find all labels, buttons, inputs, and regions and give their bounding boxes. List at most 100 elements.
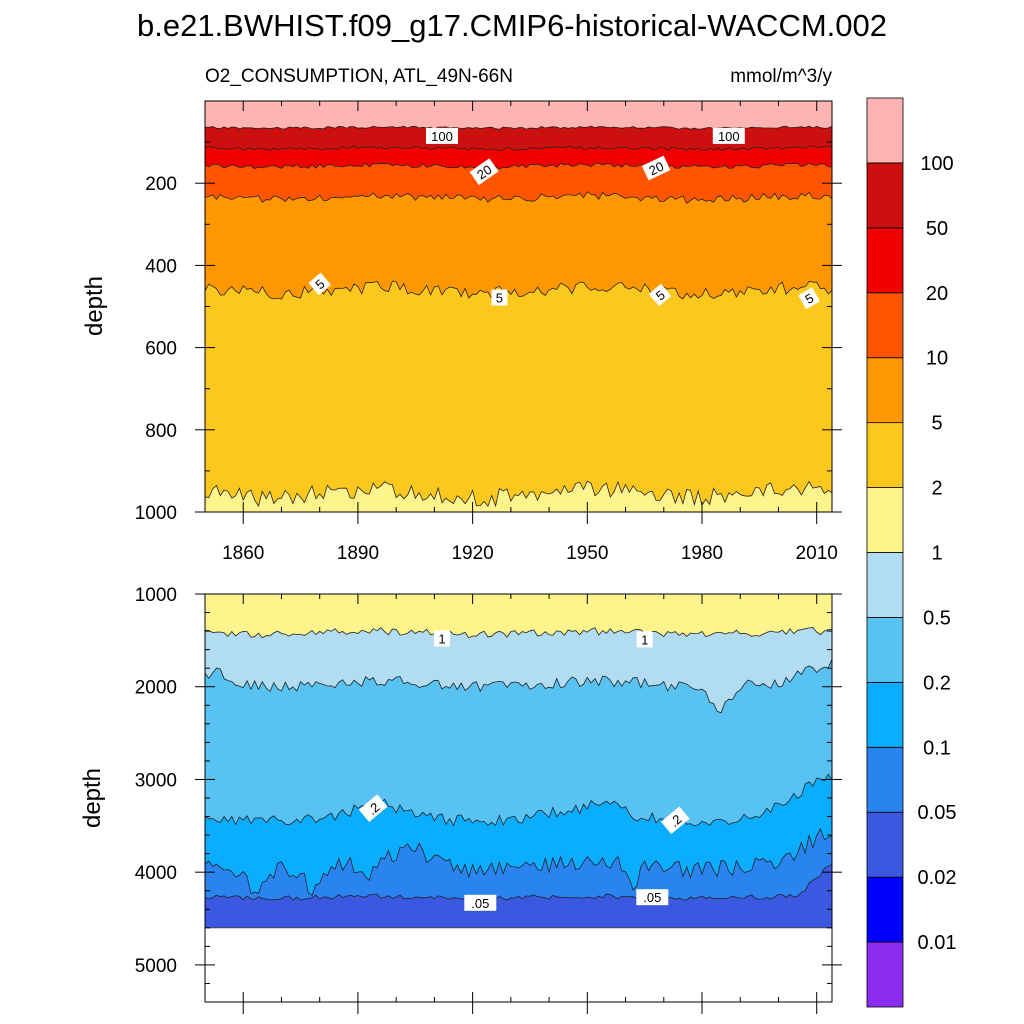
contour-label-box xyxy=(660,806,690,835)
y-tick-label: 2000 xyxy=(135,678,177,699)
contour-label-box xyxy=(358,794,388,823)
contour-label-text: 20 xyxy=(474,162,494,183)
lower-contour-line-0.05 xyxy=(204,864,833,901)
y-tick-label: 400 xyxy=(145,256,177,277)
colorbar-swatch xyxy=(866,941,904,1008)
upper-contour-line-10 xyxy=(204,191,833,205)
colorbar-label: 0.05 xyxy=(918,802,957,824)
colorbar-swatch xyxy=(866,552,904,618)
y-tick-label: 200 xyxy=(145,174,177,195)
contour-label-box xyxy=(648,283,672,307)
upper-band-20-50 xyxy=(205,146,832,169)
lower-band-0.05-0.1 xyxy=(205,828,832,901)
upper-contour-line-2 xyxy=(204,480,833,508)
upper-contour-label: 5 xyxy=(308,272,331,296)
upper-contour-line-5 xyxy=(204,280,833,300)
contour-label-text: 100 xyxy=(431,129,453,144)
lower-contour-label: .05 xyxy=(636,889,669,906)
contour-label-box xyxy=(464,894,497,911)
units-label: mmol/m^3/y xyxy=(730,66,832,87)
y-tick-label: 1000 xyxy=(135,503,177,524)
lower-contour-line-0.5 xyxy=(204,659,833,714)
upper-band-50-100 xyxy=(205,126,832,151)
y-tick-label: 600 xyxy=(145,339,177,360)
y-tick-label: 800 xyxy=(145,421,177,442)
colorbar-label: 20 xyxy=(926,283,948,305)
x-tick-label: 1980 xyxy=(681,543,723,564)
lower-y-axis-label: depth xyxy=(79,768,106,828)
contour-label-text: .05 xyxy=(471,896,489,911)
colorbar-label: 50 xyxy=(926,218,948,240)
lower-panel: 1000 2000 3000 4000 5000 1 1 .2 .2 .05 .05 depth xyxy=(79,585,842,1014)
colorbar-swatch xyxy=(866,681,904,748)
upper-band-1-2 xyxy=(205,481,832,512)
x-tick-label: 1860 xyxy=(222,543,264,564)
colorbar-swatch xyxy=(866,227,904,294)
contour-label-box xyxy=(426,127,458,144)
upper-contour-label: 20 xyxy=(641,155,671,181)
colorbar-swatch xyxy=(866,876,904,943)
colorbar-label: 100 xyxy=(920,153,953,175)
colorbar-label: 2 xyxy=(931,478,942,500)
colorbar-swatch xyxy=(866,422,904,488)
upper-band-10-20 xyxy=(205,163,832,204)
upper-contour-label: 20 xyxy=(469,158,499,186)
x-tick-label: 1890 xyxy=(337,543,379,564)
x-tick-label: 1950 xyxy=(566,543,608,564)
lower-contour-line-1 xyxy=(204,627,833,639)
colorbar-label: 0.02 xyxy=(918,867,957,889)
colorbar-swatch xyxy=(866,357,904,424)
y-tick-label: 1000 xyxy=(135,585,177,606)
lower-contour-label: 1 xyxy=(636,631,653,648)
colorbar-swatch xyxy=(866,162,904,229)
x-tick-label: 2010 xyxy=(796,543,838,564)
lower-band-0.5-1 xyxy=(205,627,832,713)
upper-panel: 1860 1890 1920 1950 1980 2010 200 400 600 800 1000… xyxy=(81,100,842,564)
colorbar-swatch xyxy=(866,746,904,813)
upper-contour-label: 5 xyxy=(648,283,672,307)
contour-label-box xyxy=(636,889,669,906)
colorbar-label: 0.5 xyxy=(923,607,951,629)
upper-contour-label: 5 xyxy=(491,289,508,306)
lower-contour-label: .2 xyxy=(660,806,690,835)
upper-contour-line-50 xyxy=(204,145,833,152)
lower-contour-label: 1 xyxy=(434,630,450,647)
upper-contour-line-100 xyxy=(204,125,833,130)
upper-contour-label: 100 xyxy=(712,127,745,144)
contour-label-box xyxy=(798,287,821,310)
lower-contour-line-0.2 xyxy=(204,773,833,827)
contour-label-text: 20 xyxy=(647,159,666,179)
upper-band-5-10 xyxy=(205,191,832,300)
colorbar-swatch xyxy=(866,617,904,683)
contour-label-box xyxy=(712,127,745,144)
colorbar-swatch xyxy=(866,811,904,878)
colorbar-label: 10 xyxy=(926,348,948,370)
colorbar-label: 5 xyxy=(931,413,942,435)
lower-contour-label: .05 xyxy=(464,894,497,911)
upper-contour-label: 5 xyxy=(798,287,821,310)
contour-label-text: 1 xyxy=(438,632,445,647)
colorbar-label: 0.1 xyxy=(923,737,951,759)
colorbar: 0.01 0.02 0.05 0.1 0.2 0.5 1 2 5 10 20 50 100 xyxy=(866,97,957,1008)
lower-band-0.1-0.2 xyxy=(205,774,832,896)
contour-label-box xyxy=(641,155,671,181)
figure-title: b.e21.BWHIST.f09_g17.CMIP6-historical-WA… xyxy=(137,8,887,43)
lower-contour-label: .2 xyxy=(358,794,388,823)
contour-label-text: 1 xyxy=(641,632,648,647)
upper-contour-line-20 xyxy=(204,162,833,170)
y-tick-label: 4000 xyxy=(135,863,177,884)
lower-band-1-2 xyxy=(205,594,832,638)
y-tick-label: 3000 xyxy=(135,770,177,791)
upper-contour-label: 100 xyxy=(426,127,458,144)
colorbar-label: 0.01 xyxy=(918,932,957,954)
contour-label-box xyxy=(469,158,499,186)
upper-y-axis-label: depth xyxy=(81,276,108,336)
contour-label-box xyxy=(491,289,508,306)
contour-label-box xyxy=(308,272,331,296)
panel-subtitle: O2_CONSUMPTION, ATL_49N-66N xyxy=(205,66,513,87)
upper-band-2-5 xyxy=(205,281,832,507)
contour-label-box xyxy=(434,630,450,647)
contour-label-text: .05 xyxy=(643,890,661,905)
x-tick-label: 1920 xyxy=(451,543,493,564)
